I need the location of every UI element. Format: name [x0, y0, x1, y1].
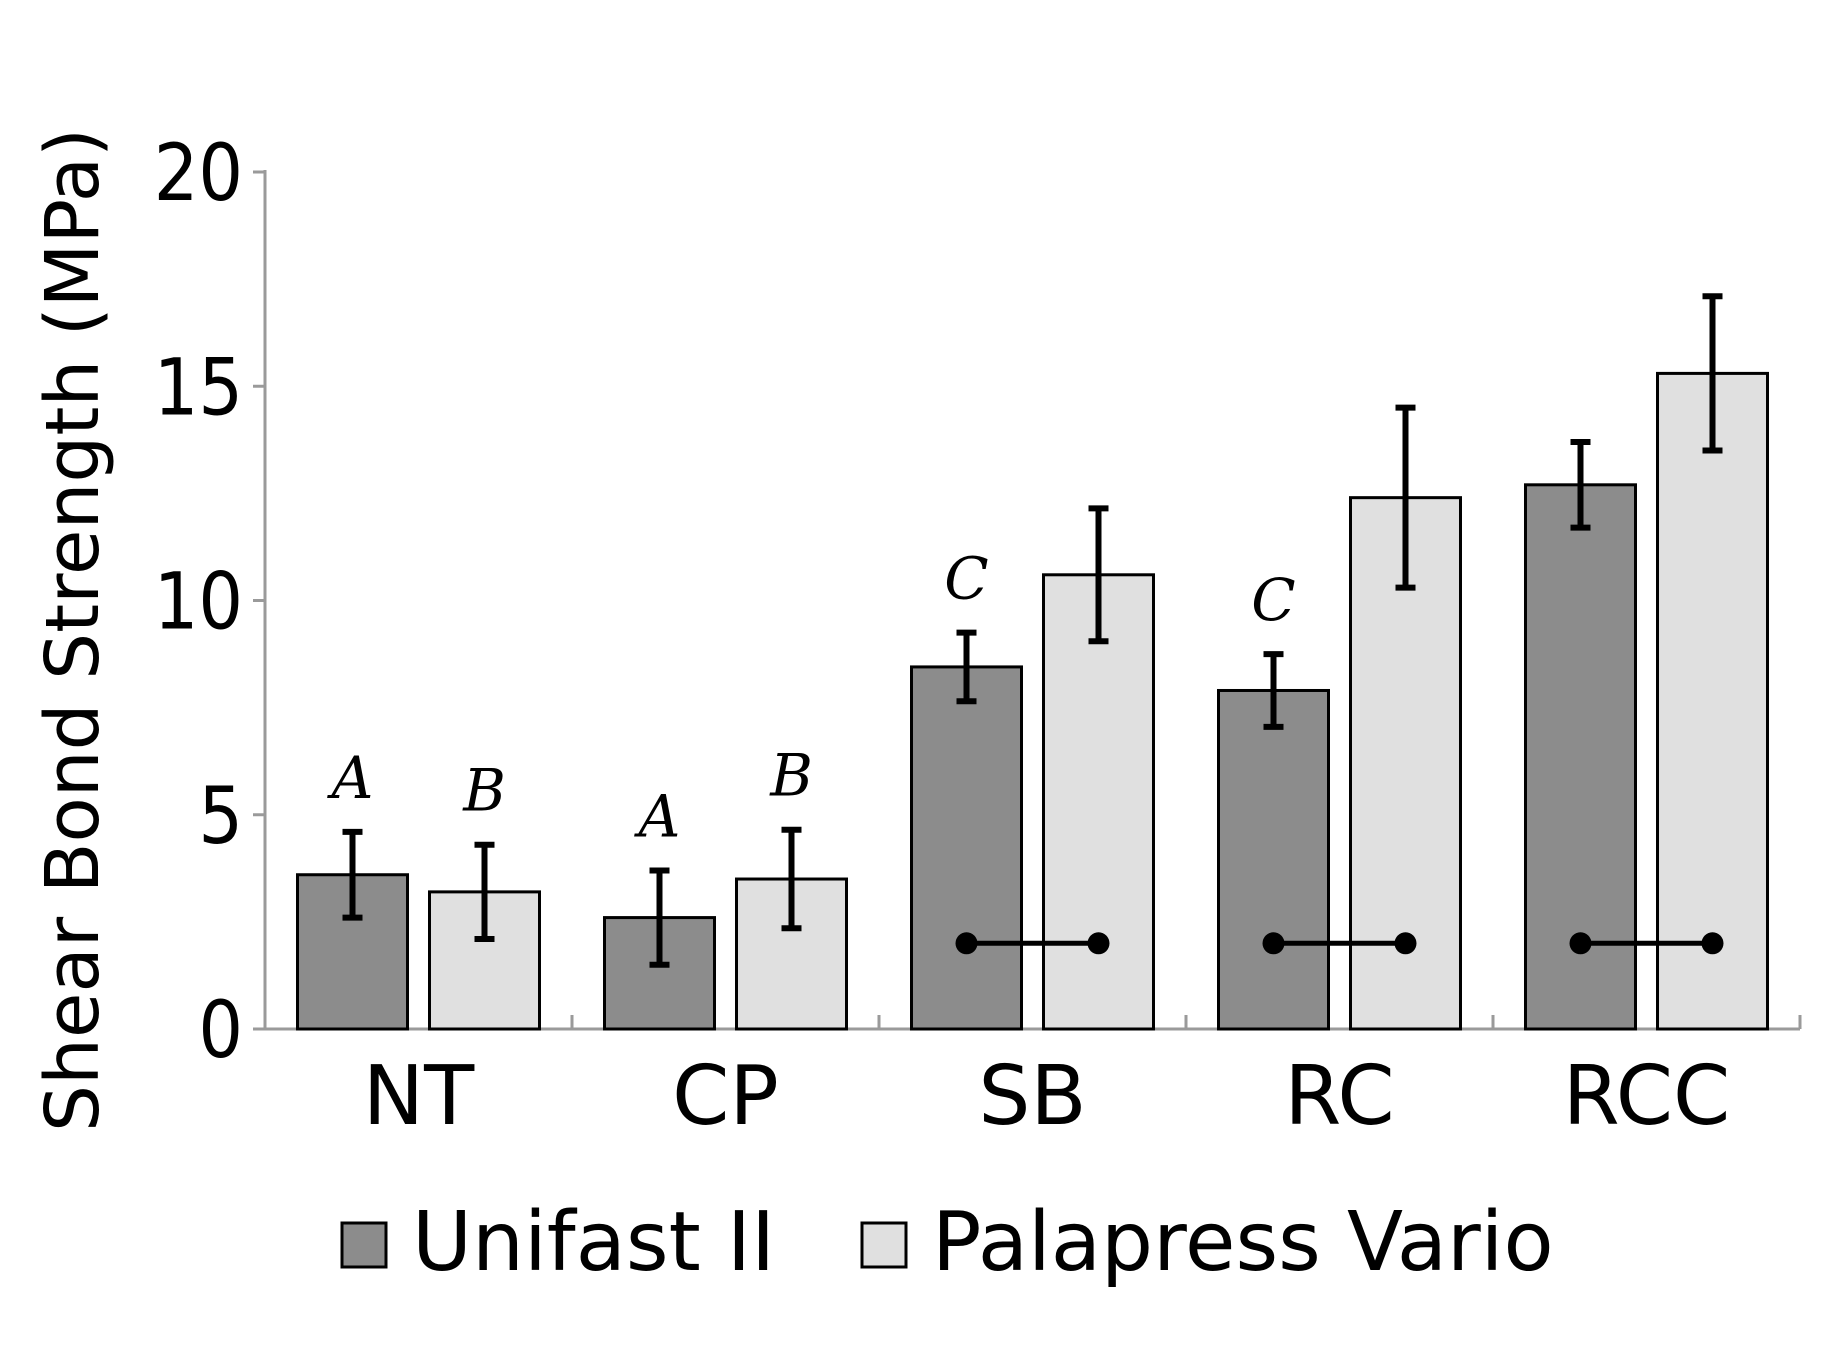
- legend-swatch-unifast-ii: [340, 1221, 388, 1269]
- significance-letter: B: [769, 742, 813, 810]
- y-tick-label: 0: [198, 986, 243, 1076]
- x-tick-label: RC: [1284, 1049, 1394, 1144]
- y-tick-label: 10: [154, 558, 243, 648]
- y-tick-label: 15: [154, 343, 243, 433]
- legend: Unifast II Palapress Vario: [340, 1195, 1554, 1290]
- bars: [296, 293, 1769, 1031]
- y-tick-label: 5: [198, 772, 243, 862]
- bar-cp-unifast-ii: [603, 916, 716, 1031]
- y-axis-label: Shear Bond Strength (MPa): [30, 128, 116, 1132]
- bar-sb-unifast-ii: [910, 665, 1023, 1031]
- x-tick-label: SB: [978, 1049, 1086, 1144]
- bar-rcc-palapress-vario: [1656, 371, 1769, 1031]
- x-tick-label: NT: [363, 1049, 475, 1144]
- connector-dot: [1262, 932, 1285, 955]
- connector-dot: [955, 932, 978, 955]
- axes: 0 5 10 15 20 NT CP SB RC RCC: [154, 129, 1802, 1144]
- legend-label-unifast-ii: Unifast II: [412, 1195, 775, 1290]
- x-tick-label: CP: [672, 1049, 779, 1144]
- legend-label-palapress-vario: Palapress Vario: [932, 1195, 1554, 1290]
- significance-letter: C: [944, 545, 988, 613]
- connector-dot: [1394, 932, 1417, 955]
- significance-letter: A: [634, 782, 681, 850]
- connector-dot: [1569, 932, 1592, 955]
- connector-dot: [1087, 932, 1110, 955]
- significance-letter: A: [327, 744, 374, 812]
- x-tick-label: RCC: [1563, 1049, 1730, 1144]
- significance-letter: B: [462, 757, 506, 825]
- significance-letter: C: [1251, 566, 1295, 634]
- bar-rc-unifast-ii: [1217, 688, 1330, 1031]
- labels: A B A B C C: [327, 545, 1724, 955]
- legend-swatch-palapress-vario: [860, 1221, 908, 1269]
- connector-dot: [1701, 932, 1724, 955]
- y-tick-label: 20: [154, 129, 243, 219]
